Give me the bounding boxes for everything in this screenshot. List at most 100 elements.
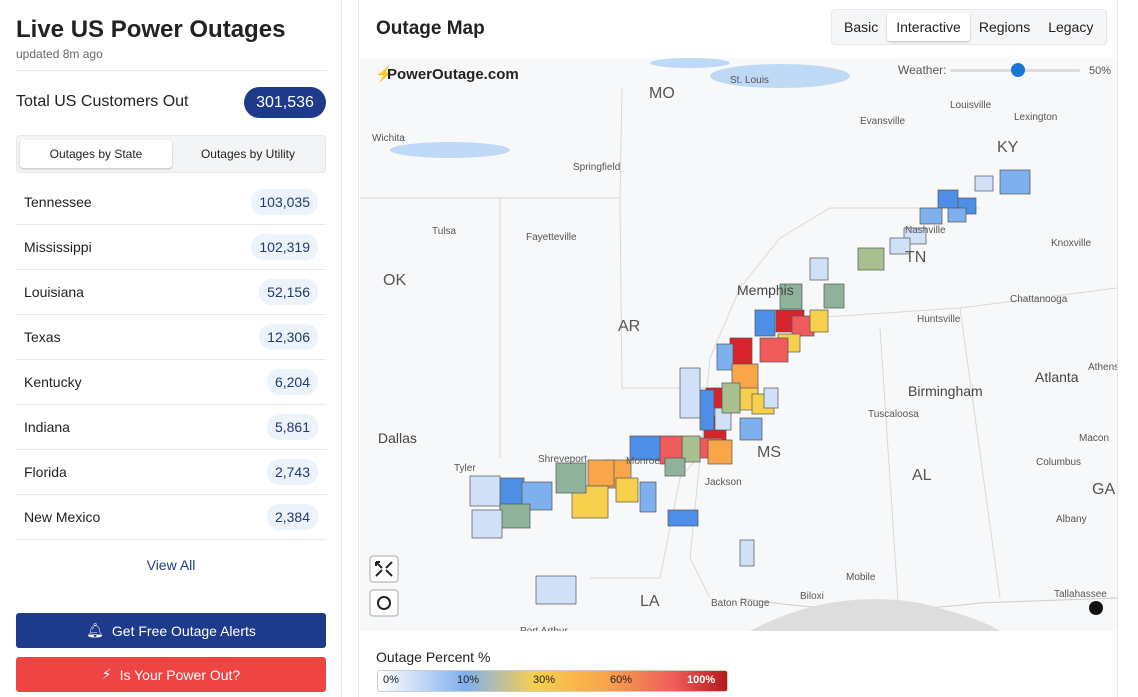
place-label: LA [640, 593, 660, 610]
slider-thumb[interactable] [1011, 63, 1025, 77]
weather [390, 58, 850, 158]
legend-tick: 60% [610, 674, 633, 686]
county [999, 169, 1031, 195]
county [739, 417, 763, 441]
state-count: 52,156 [259, 279, 318, 305]
state-row[interactable]: New Mexico 2,384 [16, 495, 326, 540]
label: Get Free Outage Alerts [111, 622, 256, 639]
tabs: Outages by State Outages by Utility [16, 135, 326, 173]
county [629, 435, 661, 461]
place-label: Biloxi [800, 591, 824, 602]
county [555, 462, 587, 494]
state-count: 6,204 [266, 369, 318, 395]
label: Is Your Power Out? [119, 666, 241, 683]
state-row[interactable]: Louisiana 52,156 [16, 270, 326, 315]
county [615, 477, 639, 503]
state-count: 102,319 [251, 234, 318, 260]
place-label: Springfield [573, 162, 620, 173]
map-panel: Outage Map Basic Interactive Regions Legacy… [358, 0, 1118, 697]
state-row[interactable]: Mississippi 102,319 [16, 225, 326, 270]
place-label: Athens [1088, 362, 1117, 373]
place-label: Tyler [454, 463, 476, 474]
state-name: New Mexico [24, 509, 101, 525]
labels: St. Louis MO Louisville Lexington Evansville… [372, 75, 1117, 631]
place-label: OK [383, 272, 406, 289]
state-row[interactable]: Tennessee 103,035 [16, 180, 326, 225]
total-label: Total US Customers Out [16, 93, 189, 110]
state-name: Texas [24, 329, 61, 345]
county [937, 189, 959, 209]
place-label: Columbus [1036, 457, 1081, 468]
place-label: Shreveport [538, 454, 587, 465]
place-label: Fayetteville [526, 232, 577, 243]
county [763, 387, 779, 409]
place-label: Birmingham [908, 383, 983, 399]
bell-icon: 🔔︎ [86, 622, 104, 638]
state-count: 5,861 [266, 414, 318, 440]
place-label: GA [1092, 481, 1115, 498]
state-count: 103,035 [251, 189, 318, 215]
tab[interactable]: Outages by State [20, 140, 172, 168]
place-label: Baton Rouge [711, 598, 770, 609]
weather-value: 50% [1089, 65, 1111, 77]
county [667, 509, 699, 527]
state-count: 12,306 [259, 324, 318, 350]
county [721, 382, 741, 414]
county [707, 439, 733, 465]
county [587, 459, 615, 487]
view-tab[interactable]: Regions [978, 19, 1031, 35]
view-tab[interactable]: Basic [844, 19, 879, 35]
info-button[interactable] [1089, 601, 1103, 615]
place-label: Tulsa [432, 226, 457, 237]
county [699, 389, 715, 431]
tab[interactable]: Outages by Utility [200, 147, 296, 161]
report-button[interactable]: ⚡︎ Is Your Power Out? [16, 657, 326, 692]
view-tab[interactable]: Interactive [887, 13, 970, 41]
county [739, 539, 755, 567]
fullscreen-button[interactable] [369, 555, 399, 583]
fullscreen-icon [375, 561, 393, 577]
state-name: Florida [24, 464, 67, 480]
place-label: MO [649, 85, 675, 102]
county [823, 283, 845, 309]
county [716, 343, 734, 371]
bolt: ⚡ [375, 65, 394, 83]
place-label: Evansville [860, 116, 905, 127]
state-row[interactable]: Indiana 5,861 [16, 405, 326, 450]
view-all[interactable]: View All [146, 557, 196, 573]
county [779, 283, 803, 310]
map-title: Outage Map [376, 18, 485, 39]
brand: PowerOutage.com [387, 66, 519, 83]
state-row[interactable]: Texas 12,306 [16, 315, 326, 360]
county [759, 337, 789, 363]
locate-button[interactable] [369, 589, 399, 617]
county [471, 509, 503, 539]
total: 301,536 [244, 87, 326, 118]
county [664, 457, 686, 477]
county [754, 309, 776, 337]
place-label: AR [618, 318, 640, 335]
county [857, 247, 885, 271]
place-label: St. Louis [730, 75, 769, 86]
state-name: Louisiana [24, 284, 84, 300]
icon: ⚡︎ [101, 666, 112, 682]
legend-tick: 100% [687, 674, 716, 686]
legend-tick: 30% [533, 674, 556, 686]
sidebar: Live US Power Outages updated 8m ago Tot… [0, 0, 342, 697]
legend-tick: 10% [457, 674, 480, 686]
state-row[interactable]: Kentucky 6,204 [16, 360, 326, 405]
county [919, 207, 943, 225]
place-label: Chattanooga [1010, 294, 1068, 305]
title: Live US Power Outages [16, 16, 286, 43]
county [974, 175, 994, 192]
place-label: AL [912, 467, 932, 484]
view-tab[interactable]: Legacy [1048, 19, 1094, 35]
county [679, 367, 701, 419]
place-label: Knoxville [1051, 238, 1091, 249]
counties [469, 169, 1031, 605]
view-tabs: Basic Interactive Regions Legacy [831, 9, 1107, 45]
place-label: Wichita [372, 133, 405, 144]
state-row[interactable]: Florida 2,743 [16, 450, 326, 495]
county [889, 237, 911, 255]
alerts-button[interactable]: 🔔︎ Get Free Outage Alerts [16, 613, 326, 648]
